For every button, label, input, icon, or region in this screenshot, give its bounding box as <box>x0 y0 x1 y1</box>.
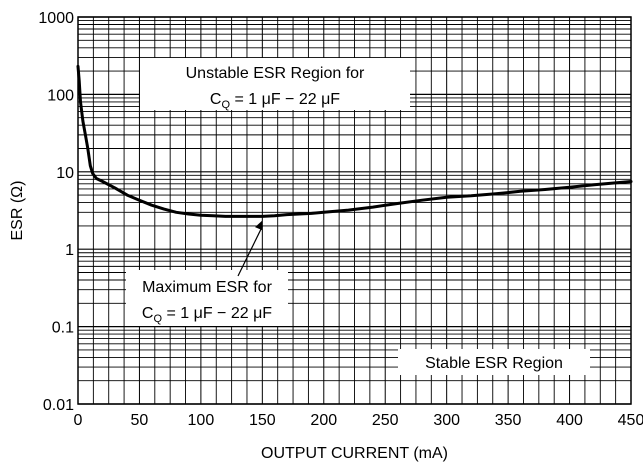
annotation-background <box>140 58 410 110</box>
y-tick-label: 0.01 <box>43 397 74 414</box>
annotation-background <box>126 270 288 326</box>
annotation-unstable-line2: CQ = 1 μF − 22 μF <box>210 91 340 111</box>
annotation-unstable-region: Unstable ESR Region for CQ = 1 μF − 22 μ… <box>140 58 410 111</box>
x-tick-label: 250 <box>372 412 399 429</box>
annotation-stable-text: Stable ESR Region <box>425 355 563 372</box>
x-tick-label: 350 <box>495 412 522 429</box>
x-axis-title: OUTPUT CURRENT (mA) <box>261 445 448 462</box>
annotation-unstable-line1: Unstable ESR Region for <box>186 65 365 82</box>
series-layer <box>76 64 633 218</box>
plot-border <box>77 16 632 405</box>
tick-labels: 0 50 100 150 200 250 300 350 400 450 0.01 0.1 1 10 100… <box>38 10 643 429</box>
x-tick-label: 400 <box>556 412 583 429</box>
y-tick-label: 10 <box>56 165 74 182</box>
x-tick-label: 150 <box>249 412 276 429</box>
annotation-maximum-line1: Maximum ESR for <box>142 279 272 296</box>
y-tick-label: 100 <box>47 87 74 104</box>
annotation-maximum-esr: Maximum ESR for CQ = 1 μF − 22 μF <box>126 220 288 326</box>
plot-frame <box>77 16 632 405</box>
y-tick-label: 1 <box>65 242 74 259</box>
annotation-maximum-line2: CQ = 1 μF − 22 μF <box>142 305 272 325</box>
annotation-background <box>398 349 590 375</box>
annotation-arrowhead <box>255 220 263 231</box>
annotation-arrow <box>237 226 263 277</box>
y-axis-title: ESR (Ω) <box>9 181 26 241</box>
y-tick-label: 0.1 <box>52 320 74 337</box>
x-tick-label: 50 <box>131 412 149 429</box>
x-tick-label: 300 <box>433 412 460 429</box>
y-tick-label: 1000 <box>38 10 74 27</box>
x-tick-label: 0 <box>74 412 83 429</box>
x-tick-label: 100 <box>188 412 215 429</box>
x-tick-label: 450 <box>618 412 643 429</box>
annotation-stable-region: Stable ESR Region <box>398 349 590 375</box>
esr-curve <box>76 64 633 218</box>
x-tick-label: 200 <box>310 412 337 429</box>
